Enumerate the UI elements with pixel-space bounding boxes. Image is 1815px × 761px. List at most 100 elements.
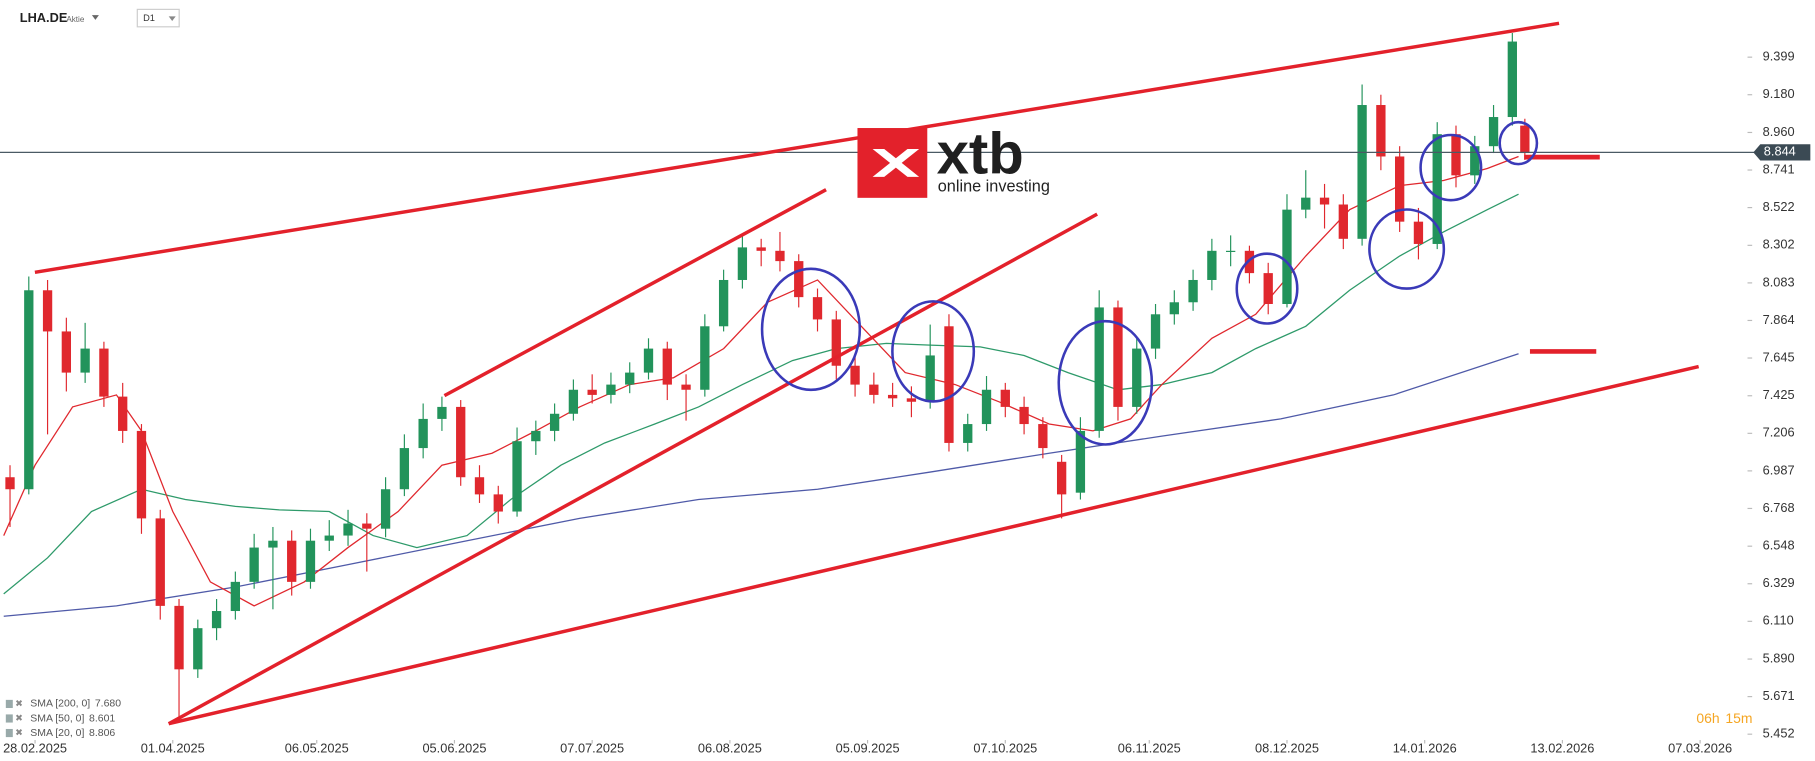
candle-body <box>1000 389 1010 407</box>
candle-body <box>61 331 72 373</box>
candle-body <box>1488 117 1499 147</box>
instrument-kind: Aktie <box>66 15 85 24</box>
y-tick-label: 6.548 <box>1763 538 1795 553</box>
candle-body <box>362 523 372 529</box>
legend-icon <box>5 714 13 723</box>
trend-lines <box>34 21 1700 726</box>
candle-body <box>681 384 691 390</box>
legend-value: 8.601 <box>89 713 115 724</box>
candle-body <box>1470 146 1480 176</box>
countdown-hours: 06h <box>1696 710 1719 726</box>
candle-body <box>1395 156 1405 222</box>
candle-body <box>1282 209 1292 304</box>
candle-body <box>662 348 672 385</box>
logo: xtb online investing <box>857 122 1050 198</box>
legend-label: SMA [20, 0] <box>30 728 84 739</box>
x-tick-label: 13.02.2026 <box>1530 741 1594 756</box>
legend-close: ✖ <box>15 698 23 708</box>
x-tick-label: 05.06.2025 <box>422 741 486 756</box>
symbol: LHA.DE <box>20 10 68 25</box>
candle-body <box>1244 250 1255 274</box>
legend-label: SMA [200, 0] <box>30 699 90 710</box>
candle-body <box>1056 461 1067 495</box>
y-tick-label: 8.083 <box>1763 274 1795 289</box>
candle-body <box>1075 430 1086 493</box>
trend-line <box>168 364 1700 726</box>
countdown: 06h 15m <box>1696 710 1752 726</box>
legend-icon <box>5 699 13 709</box>
highlight-circle <box>891 300 976 403</box>
legend-close: ✖ <box>15 713 23 723</box>
highlight-circle <box>760 267 862 392</box>
candle-body <box>380 489 391 529</box>
candle-body <box>99 348 109 397</box>
candle-body <box>230 581 241 612</box>
timeframe-select[interactable] <box>136 8 180 28</box>
countdown-minutes: 15m <box>1725 710 1752 726</box>
candle-body <box>1507 41 1517 118</box>
y-tick-label: 9.399 <box>1763 49 1795 64</box>
legend-close: ✖ <box>15 727 23 737</box>
x-tick-label: 07.07.2025 <box>560 741 624 756</box>
candle-body <box>1357 105 1367 239</box>
legend-label: SMA [50, 0] <box>30 713 84 724</box>
candle-body <box>812 297 823 320</box>
candle-body <box>1038 424 1048 449</box>
candle-body <box>1132 348 1142 407</box>
dropdown-arrow <box>168 16 176 21</box>
y-tick-label: 5.671 <box>1763 688 1795 703</box>
candle-body <box>643 348 654 373</box>
legend-value: 8.806 <box>89 728 115 739</box>
moving-average <box>3 155 1519 607</box>
legend-value: 7.680 <box>95 699 121 710</box>
y-tick-label: 6.987 <box>1763 462 1795 477</box>
trend-line <box>34 21 1560 275</box>
candle-body <box>887 394 898 399</box>
candle-body <box>925 355 935 402</box>
candle-body <box>174 605 184 670</box>
candle-body <box>794 261 804 298</box>
x-tick-label: 07.10.2025 <box>973 741 1037 756</box>
dropdown-arrow[interactable] <box>91 15 99 20</box>
candle-body <box>456 406 466 478</box>
candle-body <box>1188 279 1198 303</box>
y-tick-label: 5.452 <box>1763 726 1795 741</box>
x-tick-label: 08.12.2025 <box>1255 741 1319 756</box>
candle-body <box>718 279 729 327</box>
candle-body <box>493 494 503 512</box>
candle-body <box>399 448 410 490</box>
x-tick-label: 07.03.2026 <box>1668 741 1732 756</box>
header: LHA.DE Aktie D1 <box>20 8 180 28</box>
candle-body <box>756 247 766 251</box>
candle-body <box>1225 250 1236 252</box>
candle-body <box>474 477 485 495</box>
logo-tagline: online investing <box>938 178 1050 196</box>
candle-body <box>155 518 165 606</box>
candle-body <box>193 628 203 670</box>
trend-line <box>443 188 827 398</box>
highlight-circle <box>1235 252 1299 325</box>
y-tick-label: 8.522 <box>1763 199 1795 214</box>
candle-body <box>268 540 278 548</box>
candle-body <box>1520 125 1530 154</box>
candle-body <box>906 398 917 402</box>
x-tick-label: 14.01.2026 <box>1393 741 1457 756</box>
candle-body <box>305 540 316 582</box>
candle-body <box>549 413 560 431</box>
candle-body <box>1019 406 1029 425</box>
y-tick-label: 6.768 <box>1763 500 1795 515</box>
candle-body <box>587 389 597 395</box>
trend-line <box>167 212 1098 726</box>
candle-body <box>1376 105 1386 157</box>
candle-body <box>1263 273 1273 304</box>
y-tick-label: 7.206 <box>1763 425 1795 440</box>
candle-body <box>1413 221 1424 244</box>
y-tick-label: 8.741 <box>1763 161 1795 176</box>
candle-body <box>1432 134 1442 244</box>
highlight-circle <box>1368 208 1446 290</box>
y-tick-label: 6.329 <box>1763 575 1795 590</box>
current-price-label: 8.844 <box>1764 144 1796 159</box>
candle-body <box>981 389 992 425</box>
